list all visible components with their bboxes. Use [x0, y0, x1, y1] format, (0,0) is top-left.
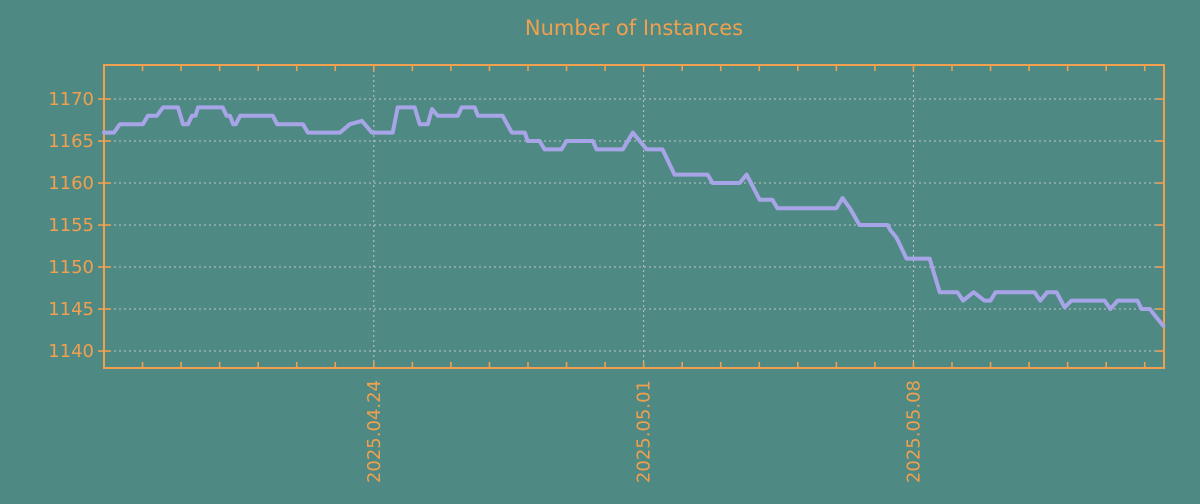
chart-title: Number of Instances	[524, 16, 744, 40]
x-tick-label: 2025.05.08	[904, 380, 925, 483]
y-tick-label: 1155	[48, 215, 94, 236]
y-tick-label: 1170	[48, 89, 94, 110]
y-tick-label: 1140	[48, 341, 94, 362]
plot-border	[103, 64, 1165, 369]
series-line	[102, 105, 1166, 328]
instances-series-polyline	[102, 105, 1166, 328]
x-tick-label: 2025.04.24	[364, 380, 385, 483]
x-tick-label: 2025.05.01	[634, 380, 655, 483]
plot-border-rect	[103, 64, 1165, 369]
y-tick-label: 1165	[48, 131, 94, 152]
y-tick-label: 1145	[48, 299, 94, 320]
x-tick-labels: 2025.04.24 2025.05.01 2025.05.08	[364, 380, 925, 483]
axis-ticks	[98, 65, 1164, 368]
y-tick-labels: 1140 1145 1150 1155 1160 1165 1170	[48, 89, 94, 362]
y-tick-label: 1160	[48, 173, 94, 194]
grid-lines	[104, 65, 1164, 368]
y-tick-label: 1150	[48, 257, 94, 278]
